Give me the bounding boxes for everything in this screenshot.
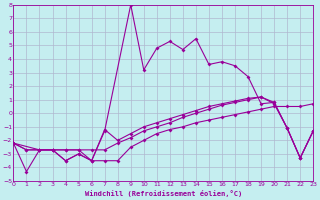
X-axis label: Windchill (Refroidissement éolien,°C): Windchill (Refroidissement éolien,°C): [85, 190, 242, 197]
